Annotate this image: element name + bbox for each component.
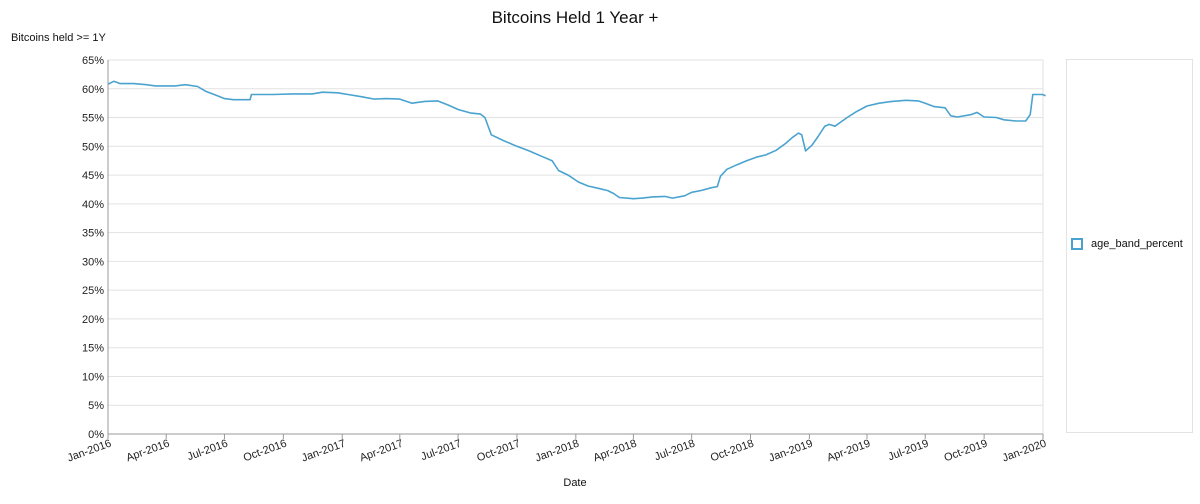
legend-swatch: [1071, 238, 1083, 250]
x-tick-label: Apr-2019: [825, 438, 872, 465]
y-tick-label: 60%: [82, 84, 104, 96]
x-tick-label: Apr-2017: [358, 438, 405, 465]
x-tick-label: Jul-2016: [186, 438, 230, 464]
x-tick-label: Jan-2017: [300, 438, 347, 465]
y-tick-label: 5%: [88, 400, 104, 412]
y-tick-label: 15%: [82, 343, 104, 355]
y-tick-label: 25%: [82, 285, 104, 297]
x-tick-label: Oct-2018: [709, 438, 756, 465]
x-tick-label: Jul-2017: [419, 438, 463, 464]
x-tick-label: Jul-2018: [653, 438, 697, 464]
y-tick-label: 65%: [82, 55, 104, 67]
y-tick-label: 50%: [82, 141, 104, 153]
x-tick-label: Oct-2016: [242, 438, 289, 465]
y-axis-label: Bitcoins held >= 1Y: [11, 32, 106, 44]
y-tick-label: 45%: [82, 170, 104, 182]
x-tick-label: Oct-2019: [943, 438, 990, 465]
x-tick-label: Jan-2016: [66, 438, 113, 465]
legend-box: [1066, 59, 1193, 433]
y-tick-label: 0%: [88, 429, 104, 441]
x-tick-label: Jul-2019: [887, 438, 931, 464]
x-tick-label: Jan-2019: [767, 438, 814, 465]
y-tick-label: 20%: [82, 314, 104, 326]
legend-item-age-band-percent[interactable]: age_band_percent: [1071, 238, 1183, 250]
x-tick-label: Apr-2016: [125, 438, 172, 465]
series-line-age-band-percent: [107, 80, 1046, 200]
x-tick-label: Oct-2017: [475, 438, 522, 465]
x-tick-label: Jan-2020: [1001, 438, 1048, 465]
legend-label: age_band_percent: [1091, 238, 1183, 250]
x-axis-label: Date: [563, 477, 587, 489]
y-tick-label: 40%: [82, 199, 104, 211]
y-tick-label: 35%: [82, 228, 104, 240]
y-tick-label: 30%: [82, 256, 104, 268]
chart-title: Bitcoins Held 1 Year +: [491, 8, 659, 27]
x-tick-label: Apr-2018: [592, 438, 639, 465]
x-tick-label: Jan-2018: [534, 438, 581, 465]
y-tick-label: 55%: [82, 113, 104, 125]
y-tick-label: 10%: [82, 371, 104, 383]
